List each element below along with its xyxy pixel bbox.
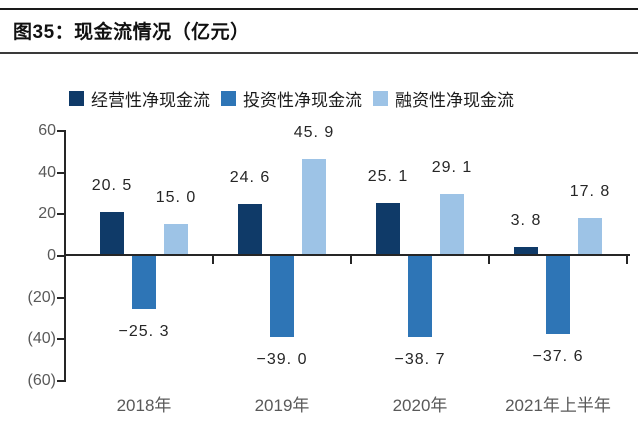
bar-investing-3 <box>546 256 570 334</box>
y-axis-tick-4 <box>57 297 64 299</box>
value-label-financing-1: 45. 9 <box>293 124 335 141</box>
bar-financing-0 <box>164 224 188 255</box>
legend-label-investing: 投资性净现金流 <box>243 91 362 110</box>
legend-item-investing: 投资性净现金流 <box>221 86 362 111</box>
value-label-investing-3: −37. 6 <box>532 348 584 365</box>
legend-swatch-investing-icon <box>221 91 236 106</box>
figure-title: 图35：现金流情况（亿元） <box>13 22 250 43</box>
title-bottom-rule <box>0 52 638 54</box>
legend-item-financing: 融资性净现金流 <box>373 86 514 111</box>
y-axis-tick-5 <box>57 338 64 340</box>
value-label-financing-2: 29. 1 <box>431 159 473 176</box>
legend-swatch-operating-icon <box>69 91 84 106</box>
value-label-operating-3: 3. 8 <box>510 212 542 229</box>
value-label-operating-1: 24. 6 <box>229 169 271 186</box>
bar-operating-1 <box>238 204 262 255</box>
y-axis-tick-label-5: (40) <box>27 330 56 347</box>
y-axis-tick-label-3: 0 <box>47 247 56 264</box>
value-label-investing-1: −39. 0 <box>256 351 308 368</box>
y-axis-line <box>64 130 66 382</box>
y-axis-tick-label-0: 60 <box>38 122 56 139</box>
x-axis-tick-3 <box>626 256 628 264</box>
bar-financing-1 <box>302 159 326 255</box>
y-axis-tick-label-6: (60) <box>27 372 56 389</box>
category-label-1: 2019年 <box>254 396 310 415</box>
legend-swatch-financing-icon <box>373 91 388 106</box>
y-axis-tick-1 <box>57 172 64 174</box>
legend-item-operating: 经营性净现金流 <box>69 86 210 111</box>
y-axis-tick-2 <box>57 213 64 215</box>
y-axis-tick-label-2: 20 <box>38 205 56 222</box>
category-label-2: 2020年 <box>392 396 448 415</box>
value-label-investing-0: −25. 3 <box>118 323 170 340</box>
x-axis-tick-0 <box>212 256 214 264</box>
value-label-operating-2: 25. 1 <box>367 168 409 185</box>
value-label-operating-0: 20. 5 <box>91 177 133 194</box>
legend-label-operating: 经营性净现金流 <box>91 91 210 110</box>
value-label-financing-0: 15. 0 <box>155 189 197 206</box>
category-label-3: 2021年上半年 <box>505 396 611 415</box>
x-axis-line <box>64 254 630 256</box>
y-axis-tick-6 <box>57 380 64 382</box>
value-label-financing-3: 17. 8 <box>569 183 611 200</box>
x-axis-tick-2 <box>488 256 490 264</box>
x-axis-tick-1 <box>350 256 352 264</box>
bar-financing-2 <box>440 194 464 255</box>
bar-operating-2 <box>376 203 400 255</box>
y-axis-tick-label-4: (20) <box>27 289 56 306</box>
bar-operating-0 <box>100 212 124 255</box>
bar-financing-3 <box>578 218 602 255</box>
bar-investing-1 <box>270 256 294 337</box>
value-label-investing-2: −38. 7 <box>394 351 446 368</box>
legend-label-financing: 融资性净现金流 <box>395 91 514 110</box>
bar-investing-2 <box>408 256 432 337</box>
title-top-rule <box>0 8 638 10</box>
y-axis-tick-0 <box>57 130 64 132</box>
bar-operating-3 <box>514 247 538 255</box>
category-label-0: 2018年 <box>116 396 172 415</box>
bar-investing-0 <box>132 256 156 309</box>
chart-legend: 经营性净现金流 投资性净现金流 融资性净现金流 <box>69 86 514 111</box>
y-axis-tick-label-1: 40 <box>38 164 56 181</box>
y-axis-tick-3 <box>57 255 64 257</box>
